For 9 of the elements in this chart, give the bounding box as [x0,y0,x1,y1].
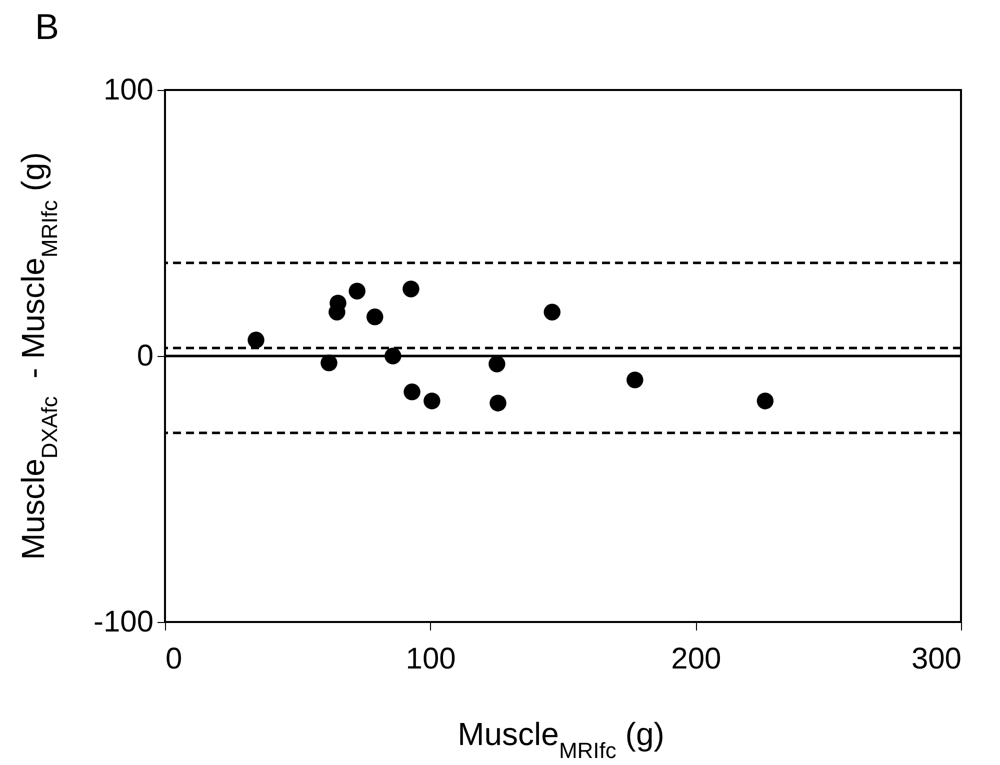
y-tick-label: 0 [136,340,154,372]
chart-title: B [35,6,60,47]
x-tick-label: 0 [166,642,182,676]
x-tick-label: 200 [671,642,722,676]
x-tick-label: 100 [406,642,456,676]
y-tick-label: 100 [103,74,154,106]
y-tick-label: -100 [93,606,154,638]
x-tick-label: 300 [911,642,962,676]
x-axis-title: Muscle$_{MRIfc}$ (g) [458,716,664,762]
